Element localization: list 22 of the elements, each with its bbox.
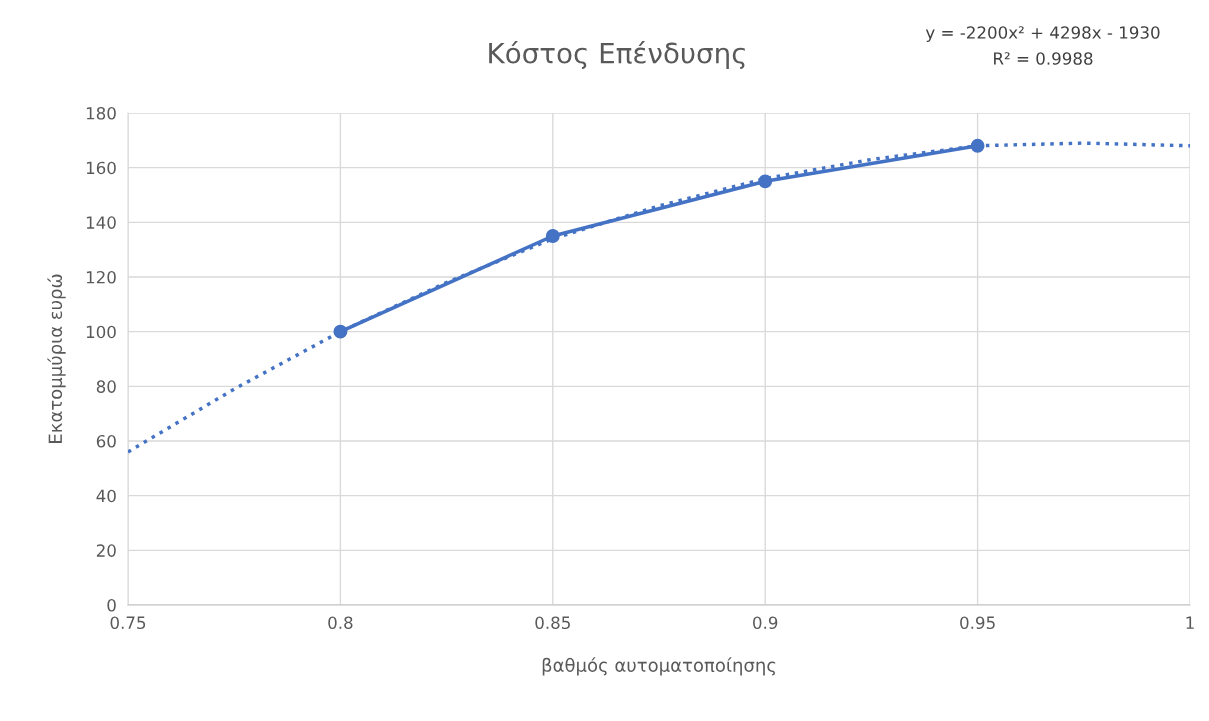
point	[970, 138, 985, 153]
text: y = -2200x² + 4298x - 1930	[925, 26, 1160, 43]
y-tick-label: 80	[96, 380, 116, 393]
x-tick-label: 1	[1186, 616, 1194, 629]
y-tick-label: 180	[86, 106, 116, 120]
y-tick-label: 120	[86, 270, 116, 284]
y-tick-label: 100	[86, 325, 116, 339]
x-tick-label: 0.95	[960, 616, 995, 630]
y-tick-label: 40	[96, 489, 116, 503]
y-tick-label: 0	[107, 598, 116, 612]
y-tick-label: 140	[86, 216, 116, 229]
x-tick-label: 0.8	[328, 616, 353, 630]
y-tick-label: 160	[86, 161, 116, 175]
y-tick-label: 20	[96, 544, 116, 557]
chart-title: Κόστος Επένδυσης	[489, 40, 745, 70]
x-tick-label: 0.9	[753, 616, 778, 630]
text: R² = 0.9988	[994, 52, 1093, 65]
x-axis-title: βαθμός αυτοματοποίησης	[542, 657, 776, 676]
x-tick-label: 0.85	[535, 616, 570, 630]
y-axis-title: Εκατομμύρια ευρώ	[47, 274, 66, 443]
x-tick-label: 0.75	[110, 616, 146, 630]
y-tick-label: 60	[96, 434, 116, 448]
